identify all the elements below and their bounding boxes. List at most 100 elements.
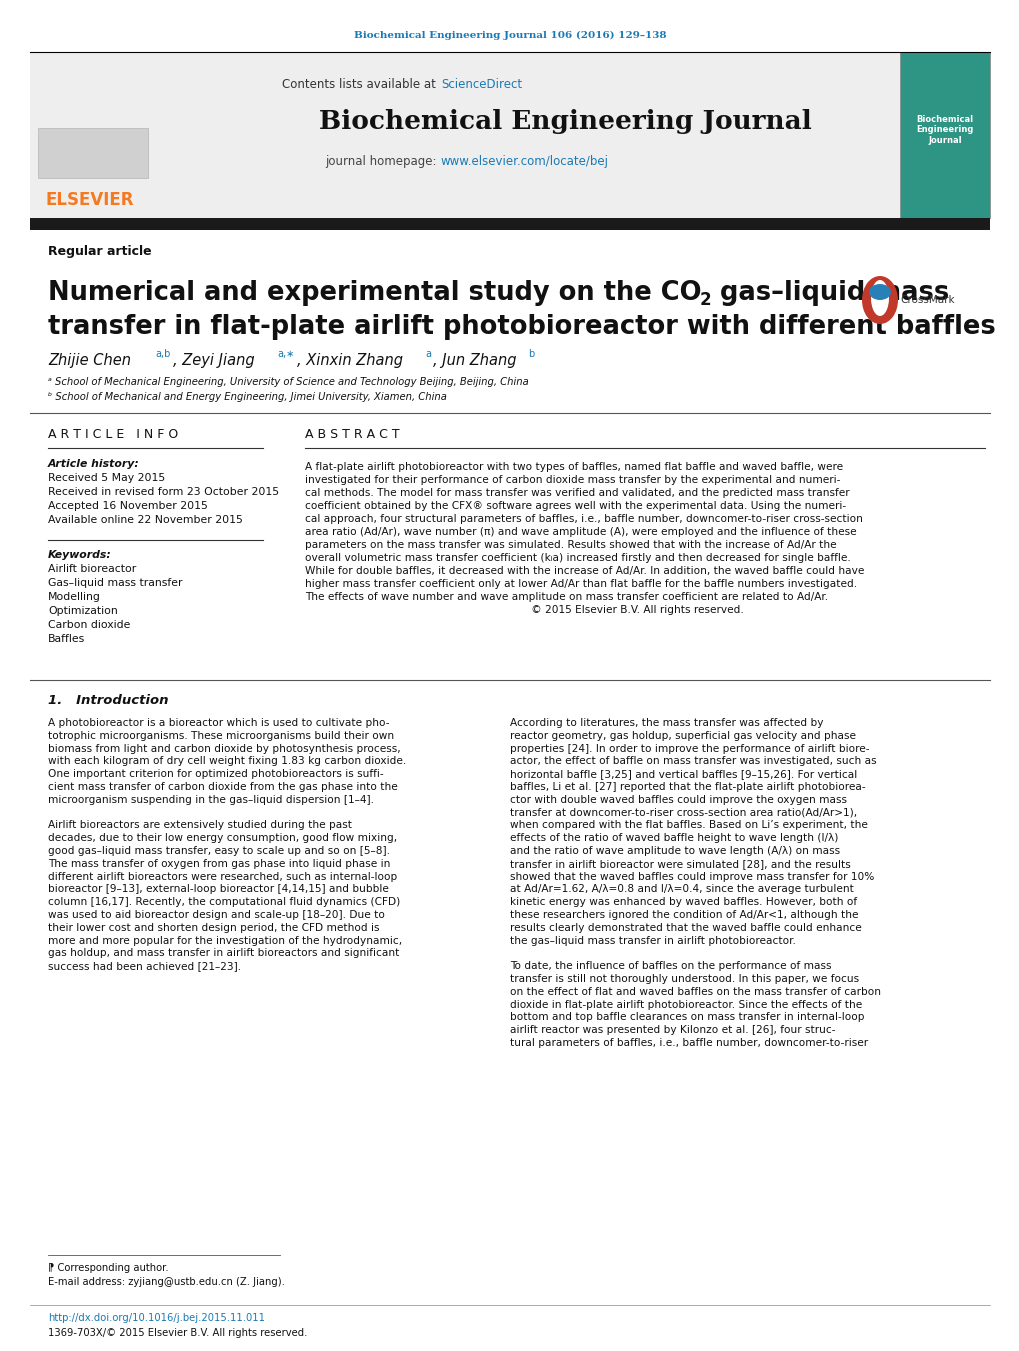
Text: Accepted 16 November 2015: Accepted 16 November 2015 <box>48 501 208 511</box>
Text: higher mass transfer coefficient only at lower Ad/Ar than flat baffle for the ba: higher mass transfer coefficient only at… <box>305 580 856 589</box>
Text: and the ratio of wave amplitude to wave length (A/λ) on mass: and the ratio of wave amplitude to wave … <box>510 846 840 857</box>
Text: transfer in airlift bioreactor were simulated [28], and the results: transfer in airlift bioreactor were simu… <box>510 859 850 869</box>
Text: , Xinxin Zhang: , Xinxin Zhang <box>297 353 403 367</box>
Text: overall volumetric mass transfer coefficient (kₗa) increased firstly and then de: overall volumetric mass transfer coeffic… <box>305 553 850 563</box>
Text: © 2015 Elsevier B.V. All rights reserved.: © 2015 Elsevier B.V. All rights reserved… <box>305 605 743 615</box>
Text: 1369-703X/© 2015 Elsevier B.V. All rights reserved.: 1369-703X/© 2015 Elsevier B.V. All right… <box>48 1328 307 1337</box>
Text: a,∗: a,∗ <box>277 349 293 359</box>
Text: Zhijie Chen: Zhijie Chen <box>48 353 130 367</box>
Text: results clearly demonstrated that the waved baffle could enhance: results clearly demonstrated that the wa… <box>510 923 861 932</box>
Text: biomass from light and carbon dioxide by photosynthesis process,: biomass from light and carbon dioxide by… <box>48 743 400 754</box>
Text: transfer at downcomer-to-riser cross-section area ratio(Ad/Ar>1),: transfer at downcomer-to-riser cross-sec… <box>510 808 856 817</box>
Text: kinetic energy was enhanced by waved baffles. However, both of: kinetic energy was enhanced by waved baf… <box>510 897 856 908</box>
Text: transfer in flat-plate airlift photobioreactor with different baffles: transfer in flat-plate airlift photobior… <box>48 313 995 340</box>
Text: A flat-plate airlift photobioreactor with two types of baffles, named flat baffl: A flat-plate airlift photobioreactor wit… <box>305 462 843 471</box>
Ellipse shape <box>861 276 897 324</box>
Text: Received in revised form 23 October 2015: Received in revised form 23 October 2015 <box>48 486 279 497</box>
Text: CrossMark: CrossMark <box>899 295 954 305</box>
Text: Available online 22 November 2015: Available online 22 November 2015 <box>48 515 243 526</box>
Text: airlift reactor was presented by Kilonzo et al. [26], four struc-: airlift reactor was presented by Kilonzo… <box>510 1025 835 1035</box>
Text: decades, due to their low energy consumption, good flow mixing,: decades, due to their low energy consump… <box>48 834 396 843</box>
Text: at Ad/Ar=1.62, A/λ=0.8 and l/λ=0.4, since the average turbulent: at Ad/Ar=1.62, A/λ=0.8 and l/λ=0.4, sinc… <box>510 885 853 894</box>
Text: , Zeyi Jiang: , Zeyi Jiang <box>173 353 255 367</box>
Text: horizontal baffle [3,25] and vertical baffles [9–15,26]. For vertical: horizontal baffle [3,25] and vertical ba… <box>510 769 856 780</box>
Text: Numerical and experimental study on the CO: Numerical and experimental study on the … <box>48 280 701 305</box>
Text: microorganism suspending in the gas–liquid dispersion [1–4].: microorganism suspending in the gas–liqu… <box>48 794 374 805</box>
Text: journal homepage:: journal homepage: <box>324 155 439 169</box>
Text: investigated for their performance of carbon dioxide mass transfer by the experi: investigated for their performance of ca… <box>305 476 840 485</box>
Bar <box>899 51 989 218</box>
Text: cal methods. The model for mass transfer was verified and validated, and the pre: cal methods. The model for mass transfer… <box>305 488 849 499</box>
Text: different airlift bioreactors were researched, such as internal-loop: different airlift bioreactors were resea… <box>48 871 396 882</box>
Text: coefficient obtained by the CFX® software agrees well with the experimental data: coefficient obtained by the CFX® softwar… <box>305 501 846 511</box>
Text: www.elsevier.com/locate/bej: www.elsevier.com/locate/bej <box>440 155 608 169</box>
Text: While for double baffles, it decreased with the increase of Ad/Ar. In addition, : While for double baffles, it decreased w… <box>305 566 863 576</box>
Text: success had been achieved [21–23].: success had been achieved [21–23]. <box>48 961 240 971</box>
Text: Biochemical Engineering Journal: Biochemical Engineering Journal <box>318 109 810 135</box>
Ellipse shape <box>870 280 889 316</box>
Text: ctor with double waved baffles could improve the oxygen mass: ctor with double waved baffles could imp… <box>510 794 846 805</box>
Text: 2: 2 <box>699 290 711 309</box>
Text: a,b: a,b <box>155 349 170 359</box>
Text: the gas–liquid mass transfer in airlift photobioreactor.: the gas–liquid mass transfer in airlift … <box>510 936 795 946</box>
Text: To date, the influence of baffles on the performance of mass: To date, the influence of baffles on the… <box>510 961 830 971</box>
Text: tural parameters of baffles, i.e., baffle number, downcomer-to-riser: tural parameters of baffles, i.e., baffl… <box>510 1038 867 1048</box>
Bar <box>30 51 989 218</box>
Text: Gas–liquid mass transfer: Gas–liquid mass transfer <box>48 578 182 588</box>
Text: Keywords:: Keywords: <box>48 550 112 561</box>
Text: properties [24]. In order to improve the performance of airlift biore-: properties [24]. In order to improve the… <box>510 743 868 754</box>
Text: gas–liquid mass: gas–liquid mass <box>710 280 949 305</box>
Bar <box>30 51 190 218</box>
Text: One important criterion for optimized photobioreactors is suffi-: One important criterion for optimized ph… <box>48 769 383 780</box>
Text: According to literatures, the mass transfer was affected by: According to literatures, the mass trans… <box>510 717 822 728</box>
Text: Carbon dioxide: Carbon dioxide <box>48 620 130 630</box>
Text: bioreactor [9–13], external-loop bioreactor [4,14,15] and bubble: bioreactor [9–13], external-loop bioreac… <box>48 885 388 894</box>
Text: area ratio (Ad/Ar), wave number (π) and wave amplitude (A), were employed and th: area ratio (Ad/Ar), wave number (π) and … <box>305 527 856 536</box>
Text: baffles, Li et al. [27] reported that the flat-plate airlift photobiorea-: baffles, Li et al. [27] reported that th… <box>510 782 865 792</box>
Text: effects of the ratio of waved baffle height to wave length (l/λ): effects of the ratio of waved baffle hei… <box>510 834 838 843</box>
Text: was used to aid bioreactor design and scale-up [18–20]. Due to: was used to aid bioreactor design and sc… <box>48 911 384 920</box>
Text: Optimization: Optimization <box>48 607 117 616</box>
Text: a: a <box>425 349 431 359</box>
Text: , Jun Zhang: , Jun Zhang <box>433 353 516 367</box>
Text: ⁋ Corresponding author.: ⁋ Corresponding author. <box>48 1263 168 1273</box>
Text: A B S T R A C T: A B S T R A C T <box>305 428 399 442</box>
Text: Biochemical
Engineering
Journal: Biochemical Engineering Journal <box>915 115 973 145</box>
Text: The mass transfer of oxygen from gas phase into liquid phase in: The mass transfer of oxygen from gas pha… <box>48 859 390 869</box>
Text: actor, the effect of baffle on mass transfer was investigated, such as: actor, the effect of baffle on mass tran… <box>510 757 875 766</box>
Ellipse shape <box>868 284 891 300</box>
Text: b: b <box>528 349 534 359</box>
Text: when compared with the flat baffles. Based on Li’s experiment, the: when compared with the flat baffles. Bas… <box>510 820 867 831</box>
Text: good gas–liquid mass transfer, easy to scale up and so on [5–8].: good gas–liquid mass transfer, easy to s… <box>48 846 389 857</box>
Text: transfer is still not thoroughly understood. In this paper, we focus: transfer is still not thoroughly underst… <box>510 974 858 984</box>
Text: reactor geometry, gas holdup, superficial gas velocity and phase: reactor geometry, gas holdup, superficia… <box>510 731 855 740</box>
Text: Regular article: Regular article <box>48 246 152 258</box>
Text: Modelling: Modelling <box>48 592 101 603</box>
Text: cal approach, four structural parameters of baffles, i.e., baffle number, downco: cal approach, four structural parameters… <box>305 513 862 524</box>
Text: ᵇ School of Mechanical and Energy Engineering, Jimei University, Xiamen, China: ᵇ School of Mechanical and Energy Engine… <box>48 392 446 403</box>
Text: ᵃ School of Mechanical Engineering, University of Science and Technology Beijing: ᵃ School of Mechanical Engineering, Univ… <box>48 377 528 386</box>
Text: ELSEVIER: ELSEVIER <box>46 190 135 209</box>
Text: on the effect of flat and waved baffles on the mass transfer of carbon: on the effect of flat and waved baffles … <box>510 986 880 997</box>
Text: column [16,17]. Recently, the computational fluid dynamics (CFD): column [16,17]. Recently, the computatio… <box>48 897 399 908</box>
Text: parameters on the mass transfer was simulated. Results showed that with the incr: parameters on the mass transfer was simu… <box>305 540 836 550</box>
Text: cient mass transfer of carbon dioxide from the gas phase into the: cient mass transfer of carbon dioxide fr… <box>48 782 397 792</box>
Text: bottom and top baffle clearances on mass transfer in internal-loop: bottom and top baffle clearances on mass… <box>510 1012 864 1023</box>
Text: ScienceDirect: ScienceDirect <box>440 78 522 92</box>
Bar <box>38 128 148 178</box>
Text: Received 5 May 2015: Received 5 May 2015 <box>48 473 165 484</box>
Text: Airlift bioreactor: Airlift bioreactor <box>48 563 137 574</box>
Text: showed that the waved baffles could improve mass transfer for 10%: showed that the waved baffles could impr… <box>510 871 873 882</box>
Text: Contents lists available at: Contents lists available at <box>282 78 439 92</box>
Text: Airlift bioreactors are extensively studied during the past: Airlift bioreactors are extensively stud… <box>48 820 352 831</box>
Text: with each kilogram of dry cell weight fixing 1.83 kg carbon dioxide.: with each kilogram of dry cell weight fi… <box>48 757 406 766</box>
Text: dioxide in flat-plate airlift photobioreactor. Since the effects of the: dioxide in flat-plate airlift photobiore… <box>510 1000 861 1009</box>
Text: gas holdup, and mass transfer in airlift bioreactors and significant: gas holdup, and mass transfer in airlift… <box>48 948 399 958</box>
Text: The effects of wave number and wave amplitude on mass transfer coefficient are r: The effects of wave number and wave ampl… <box>305 592 827 603</box>
Text: A R T I C L E   I N F O: A R T I C L E I N F O <box>48 428 178 442</box>
Text: these researchers ignored the condition of Ad/Ar<1, although the: these researchers ignored the condition … <box>510 911 858 920</box>
Text: Article history:: Article history: <box>48 459 140 469</box>
Text: Biochemical Engineering Journal 106 (2016) 129–138: Biochemical Engineering Journal 106 (201… <box>354 31 665 39</box>
Text: totrophic microorganisms. These microorganisms build their own: totrophic microorganisms. These microorg… <box>48 731 393 740</box>
Text: Baffles: Baffles <box>48 634 86 644</box>
